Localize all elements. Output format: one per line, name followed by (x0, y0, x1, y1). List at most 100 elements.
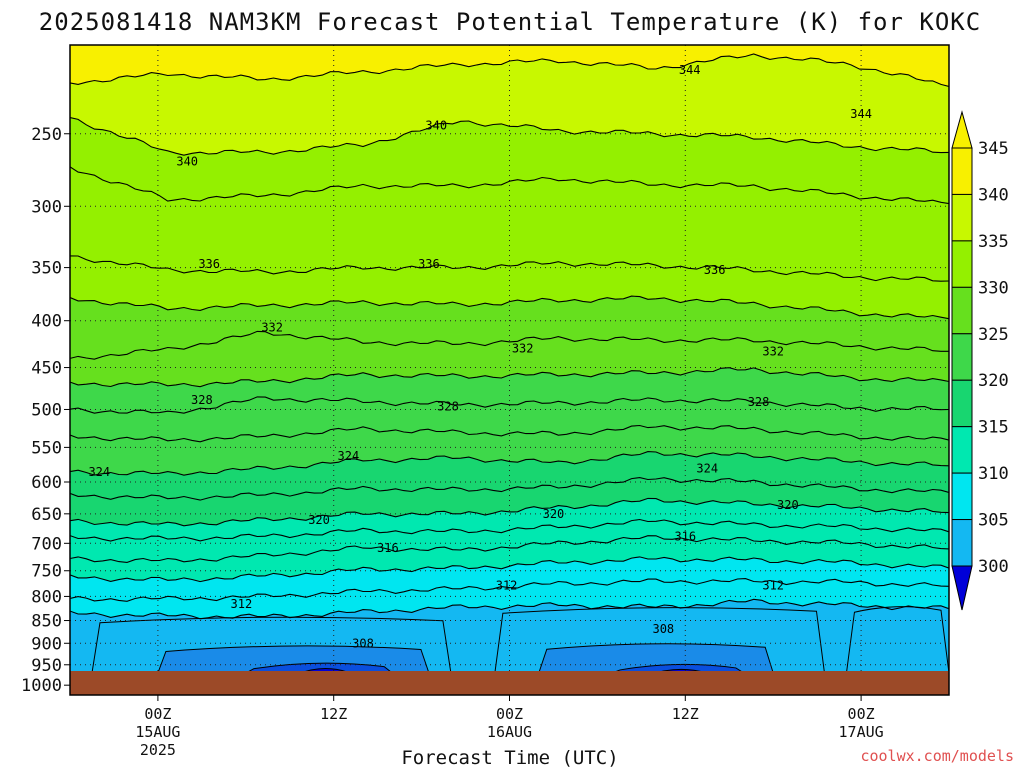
x-tick-label: 12Z (320, 705, 347, 723)
ground-terrain (70, 671, 949, 695)
contour-334 (70, 295, 949, 320)
contour-312 (70, 578, 949, 602)
colorbar-min-arrow (951, 565, 973, 611)
colorbar-segment (951, 519, 973, 567)
colorbar-label: 320 (978, 371, 1009, 391)
chart-title: 2025081418 NAM3KM Forecast Potential Tem… (39, 8, 981, 36)
contour-316 (70, 535, 949, 563)
colorbar-segment (951, 472, 973, 521)
contour-label: 328 (748, 395, 770, 409)
colorbar-label: 300 (978, 557, 1009, 577)
y-tick-label: 350 (31, 259, 62, 279)
contour-label: 336 (198, 257, 220, 271)
contour-label: 340 (176, 154, 198, 168)
y-axis: 2503003504004505005506006507007508008509… (21, 125, 70, 696)
x-tick-label: 16AUG (487, 723, 532, 741)
x-tick-label: 2025 (140, 741, 176, 759)
contour-label: 332 (762, 344, 784, 358)
contour-label: 320 (543, 507, 565, 521)
x-tick-label: 00Z (496, 705, 523, 723)
contour-318 (70, 518, 949, 542)
contour-324 (70, 451, 949, 476)
contour-338 (70, 166, 949, 205)
contour-330 (70, 367, 949, 388)
contour-label: 312 (231, 597, 253, 611)
y-tick-label: 300 (31, 197, 62, 217)
y-tick-label: 750 (31, 562, 62, 582)
grid-lines (70, 45, 949, 695)
contour-label: 328 (191, 393, 213, 407)
contour-label: 332 (261, 321, 283, 335)
x-tick-label: 00Z (144, 705, 171, 723)
contour-label: 324 (696, 462, 718, 476)
contour-label: 344 (850, 107, 872, 121)
contour-322 (70, 477, 949, 501)
contour-label: 336 (704, 263, 726, 277)
colorbar-max-arrow (951, 110, 973, 149)
contour-328 (70, 396, 949, 414)
y-tick-label: 850 (31, 612, 62, 632)
contour-314 (70, 556, 949, 583)
y-tick-label: 650 (31, 505, 62, 525)
colorbar-segment (951, 147, 973, 195)
colorbar-label: 315 (978, 418, 1009, 438)
y-tick-label: 600 (31, 473, 62, 493)
contour-label: 332 (512, 342, 534, 356)
colorbar-label: 305 (978, 511, 1009, 531)
colorbar-segment (951, 333, 973, 381)
contour-310 (70, 598, 949, 620)
colorbar-segment (951, 379, 973, 428)
contour-label: 316 (674, 529, 696, 543)
x-tick-label: 17AUG (839, 723, 884, 741)
colorbar-segment (951, 193, 973, 242)
colorbar-label: 325 (978, 325, 1009, 345)
y-tick-label: 950 (31, 656, 62, 676)
colorbar-label: 340 (978, 185, 1009, 205)
contour-labels: 344 344 340 340 336 336 336 332 332 332 328 328 328 3… (88, 63, 871, 650)
contour-344 (70, 53, 949, 88)
y-tick-label: 1000 (21, 676, 62, 696)
cold-pool-2 (845, 606, 949, 674)
contour-326 (70, 424, 949, 443)
contour-label: 320 (777, 498, 799, 512)
colorbar-label: 330 (978, 278, 1009, 298)
x-tick-label: 12Z (672, 705, 699, 723)
contour-label: 328 (437, 399, 459, 413)
y-tick-label: 900 (31, 634, 62, 654)
colorbar-segment (951, 240, 973, 288)
filled-bands (70, 45, 949, 695)
colorbar-label: 345 (978, 139, 1009, 159)
colorbar-label: 310 (978, 464, 1009, 484)
contour-label: 316 (377, 541, 399, 555)
y-tick-label: 800 (31, 587, 62, 607)
contour-340 (70, 116, 949, 156)
y-tick-label: 550 (31, 438, 62, 458)
contour-label: 340 (425, 119, 447, 133)
x-tick-label: 00Z (848, 705, 875, 723)
y-tick-label: 500 (31, 400, 62, 420)
contour-label: 308 (352, 636, 374, 650)
y-tick-label: 700 (31, 534, 62, 554)
contour-label: 344 (679, 63, 701, 77)
y-tick-label: 400 (31, 312, 62, 332)
contour-label: 324 (88, 465, 110, 479)
contour-label: 308 (652, 622, 674, 636)
credit-text: coolwx.com/models (860, 747, 1014, 765)
contour-320 (70, 497, 949, 527)
colorbar: 345 340 335 330 325 320 315 310 305 300 (951, 110, 1009, 611)
contour-label: 312 (496, 578, 518, 592)
contour-332 (70, 330, 949, 360)
cold-pool-6 (611, 663, 746, 674)
cold-pool-5 (245, 662, 394, 674)
contour-336 (70, 255, 949, 282)
colorbar-segment (951, 286, 973, 335)
x-tick-label: 15AUG (135, 723, 180, 741)
contour-label: 336 (418, 257, 440, 271)
contour-label: 312 (762, 578, 784, 592)
colorbar-label: 335 (978, 232, 1009, 252)
plot-area: 344 344 340 340 336 336 336 332 332 332 328 328 328 3… (70, 45, 949, 695)
y-tick-label: 450 (31, 359, 62, 379)
x-axis-label: Forecast Time (UTC) (401, 747, 618, 768)
